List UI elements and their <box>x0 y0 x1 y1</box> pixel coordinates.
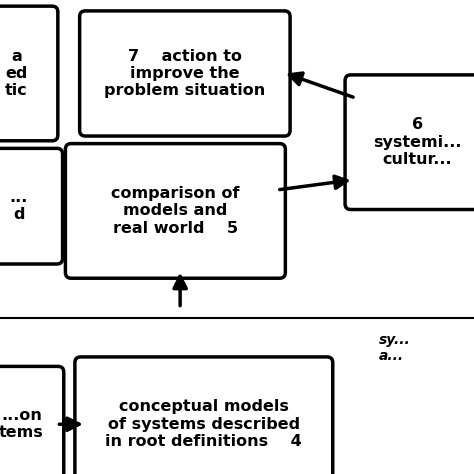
Text: comparison of
models and
real world    5: comparison of models and real world 5 <box>111 186 240 236</box>
FancyBboxPatch shape <box>0 6 58 141</box>
Text: ...on
tems: ...on tems <box>0 408 44 440</box>
Text: conceptual models
of systems described
in root definitions    4: conceptual models of systems described i… <box>105 399 302 449</box>
FancyBboxPatch shape <box>75 357 333 474</box>
FancyBboxPatch shape <box>65 144 285 278</box>
Text: 7    action to
improve the
problem situation: 7 action to improve the problem situatio… <box>104 48 265 99</box>
Text: ...
d: ... d <box>10 190 28 222</box>
FancyBboxPatch shape <box>0 366 64 474</box>
FancyBboxPatch shape <box>0 148 63 264</box>
Text: 6
systemi...
cultur...: 6 systemi... cultur... <box>373 117 461 167</box>
Text: a
ed
tic: a ed tic <box>5 48 28 99</box>
FancyBboxPatch shape <box>80 11 290 136</box>
FancyBboxPatch shape <box>345 75 474 210</box>
Text: sy...
a...: sy... a... <box>379 333 411 364</box>
